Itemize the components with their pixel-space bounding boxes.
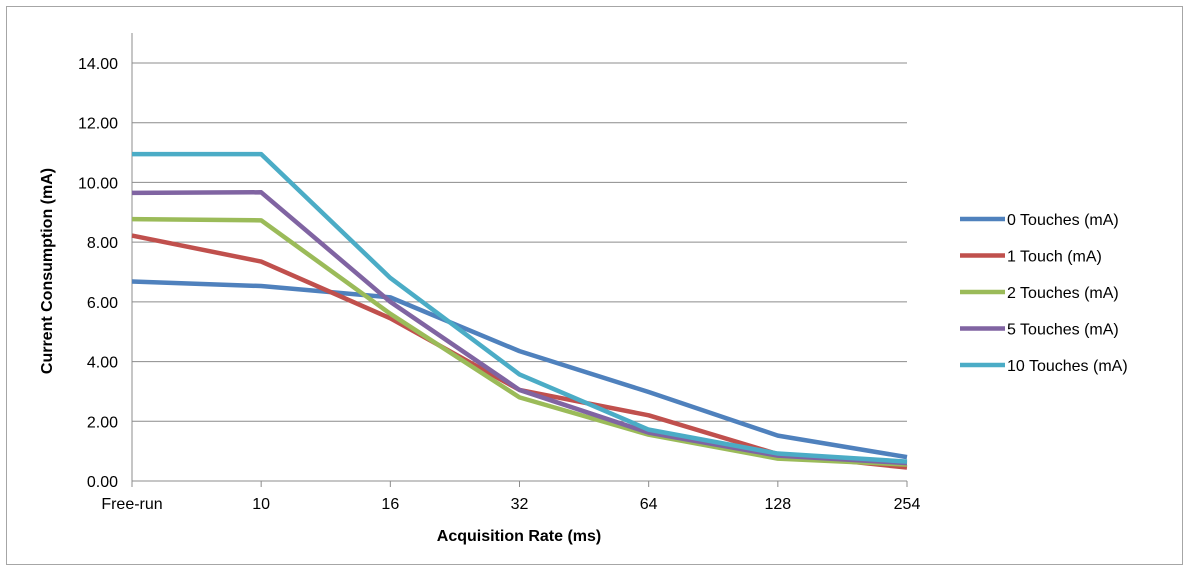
series-lines (131, 151, 908, 470)
y-tick-label: 10.00 (78, 175, 118, 192)
x-tick-label: 254 (894, 496, 921, 513)
series-line-2 (131, 216, 908, 467)
x-tick-label: Free-run (101, 496, 162, 513)
legend-label: 2 Touches (mA) (1007, 285, 1119, 302)
x-tick-label: 64 (640, 496, 658, 513)
y-tick-label: 4.00 (87, 355, 118, 372)
axes (131, 33, 908, 487)
y-tick-label: 8.00 (87, 235, 118, 252)
y-axis-title: Current Consumption (mA) (39, 168, 56, 374)
x-tick-label: 128 (764, 496, 791, 513)
y-tick-label: 12.00 (78, 116, 118, 133)
x-tick-labels: Free-run 10 16 32 64 128 254 (101, 496, 920, 513)
y-tick-label: 0.00 (87, 474, 118, 491)
x-tick-label: 32 (511, 496, 529, 513)
y-tick-labels: 0.00 2.00 4.00 6.00 8.00 10.00 12.00 14.00 (78, 56, 118, 491)
x-tick-label: 10 (252, 496, 270, 513)
legend-label: 5 Touches (mA) (1007, 322, 1119, 339)
y-tick-label: 6.00 (87, 295, 118, 312)
series-line-3 (131, 190, 908, 466)
series-line-0 (131, 279, 908, 460)
series-line-4 (132, 151, 908, 464)
legend-label: 1 Touch (mA) (1007, 249, 1102, 266)
gridlines (132, 62, 907, 422)
legend: 0 Touches (mA) 1 Touch (mA) 2 Touches (mA)… (960, 212, 1128, 375)
legend-label: 10 Touches (mA) (1007, 358, 1128, 375)
y-tick-label: 2.00 (87, 414, 118, 431)
legend-label: 0 Touches (mA) (1007, 212, 1119, 229)
x-tick-label: 16 (381, 496, 399, 513)
x-axis-title: Acquisition Rate (ms) (437, 528, 601, 545)
y-tick-label: 14.00 (78, 56, 118, 73)
